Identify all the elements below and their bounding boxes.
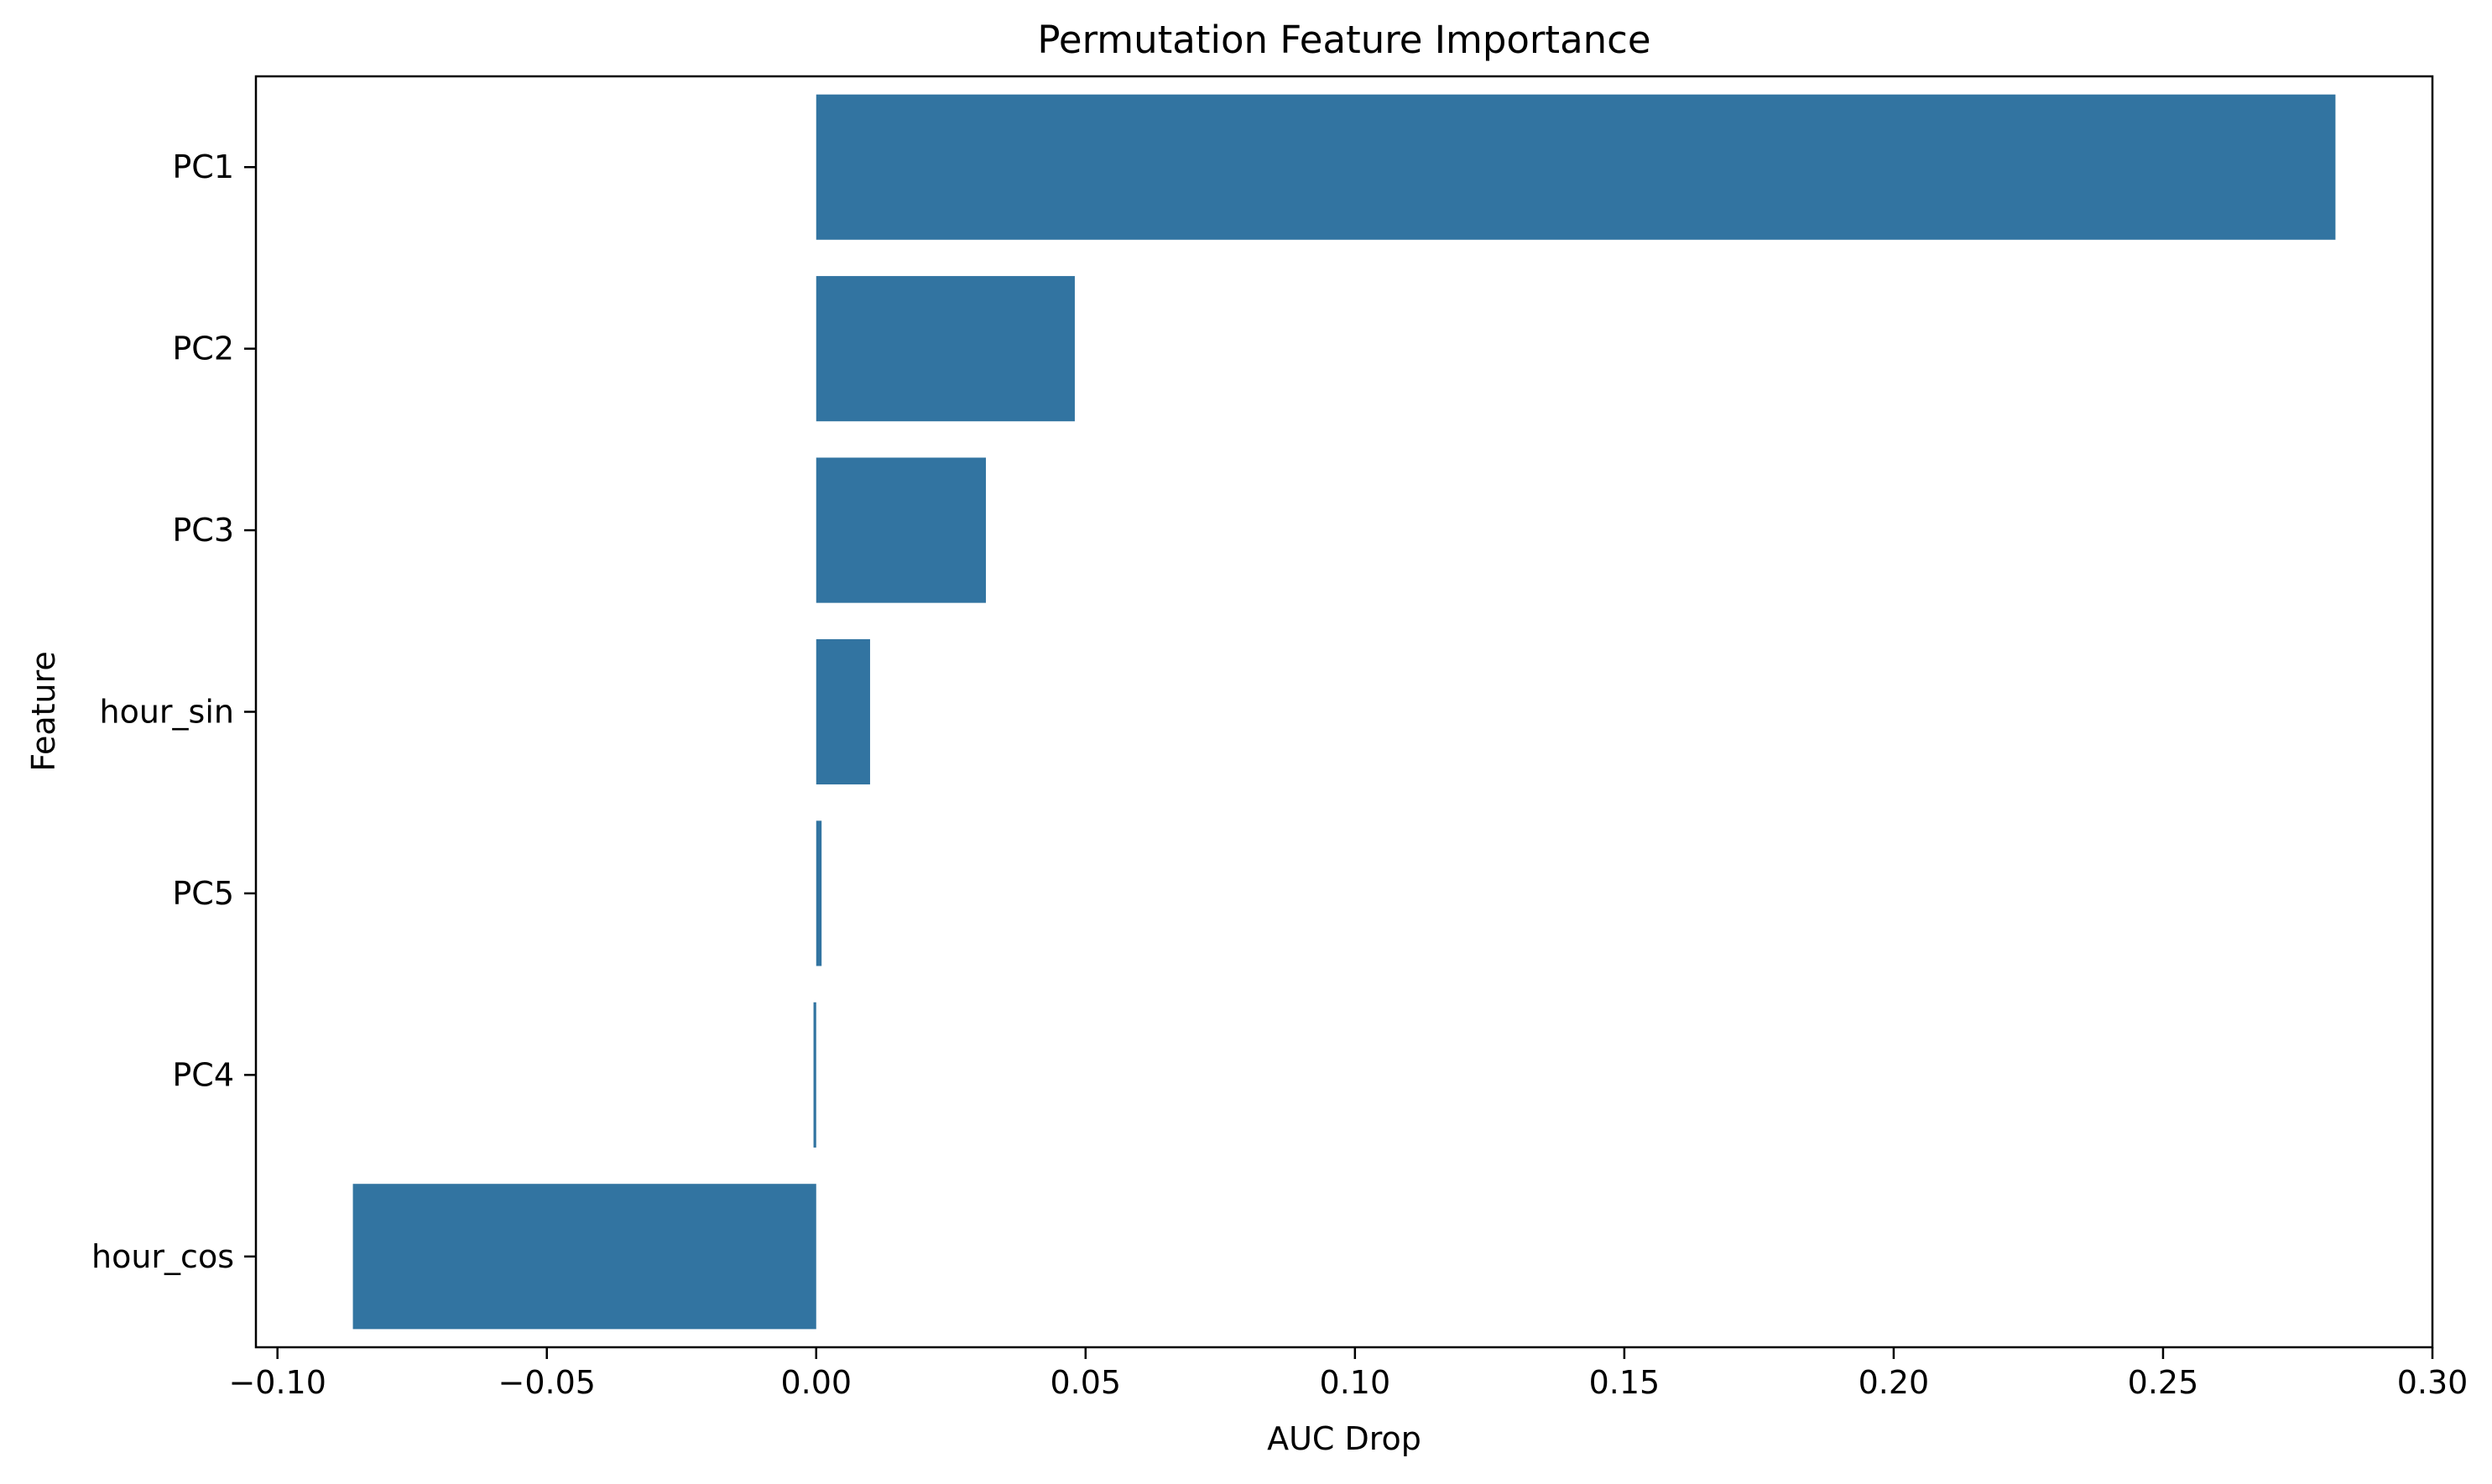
y-tick-label: PC5 xyxy=(172,875,234,912)
y-axis: PC1 PC2 PC3 hour_sin PC5 PC4 hour_cos xyxy=(91,148,256,1275)
y-tick-label: PC4 xyxy=(172,1056,234,1093)
y-tick-label: PC1 xyxy=(172,148,234,185)
bar-PC2 xyxy=(816,276,1075,422)
bar-PC3 xyxy=(816,457,987,603)
bar-hour_cos xyxy=(352,1184,816,1330)
x-tick-label: 0.20 xyxy=(1859,1364,1930,1401)
x-axis-title: AUC Drop xyxy=(1267,1420,1421,1457)
chart-title: Permutation Feature Importance xyxy=(1037,18,1650,62)
x-tick-label: −0.05 xyxy=(498,1364,595,1401)
x-tick-label: −0.10 xyxy=(228,1364,326,1401)
bar-PC4 xyxy=(813,1002,816,1148)
x-tick-label: 0.10 xyxy=(1320,1364,1391,1401)
x-tick-label: 0.05 xyxy=(1050,1364,1121,1401)
y-tick-label: PC3 xyxy=(172,512,234,549)
y-tick-label: PC2 xyxy=(172,331,234,367)
bar-PC1 xyxy=(816,94,2336,240)
bars-layer xyxy=(352,94,2336,1330)
bar-hour_sin xyxy=(816,638,870,785)
bar-PC5 xyxy=(816,820,822,966)
y-tick-label: hour_cos xyxy=(91,1238,234,1275)
x-axis: −0.10 −0.05 0.00 0.05 0.10 0.15 0.20 0.25 0.30 xyxy=(228,1347,2468,1401)
y-axis-title: Feature xyxy=(25,651,62,772)
y-tick-label: hour_sin xyxy=(100,694,234,731)
x-tick-label: 0.00 xyxy=(780,1364,852,1401)
x-tick-label: 0.30 xyxy=(2397,1364,2469,1401)
x-tick-label: 0.15 xyxy=(1589,1364,1660,1401)
x-tick-label: 0.25 xyxy=(2128,1364,2199,1401)
